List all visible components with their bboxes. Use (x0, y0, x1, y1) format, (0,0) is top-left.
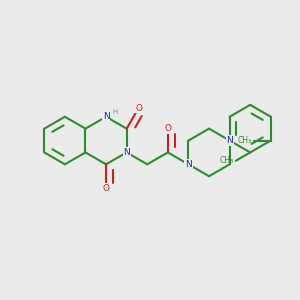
Text: H: H (112, 109, 117, 115)
Text: N: N (123, 148, 130, 157)
Text: N: N (103, 112, 110, 121)
Text: CH₃: CH₃ (220, 156, 234, 165)
Text: O: O (103, 184, 110, 193)
Text: N: N (185, 160, 192, 169)
Text: O: O (135, 103, 142, 112)
Text: O: O (164, 124, 171, 133)
Text: N: N (226, 136, 233, 145)
Text: CH₃: CH₃ (238, 136, 252, 145)
